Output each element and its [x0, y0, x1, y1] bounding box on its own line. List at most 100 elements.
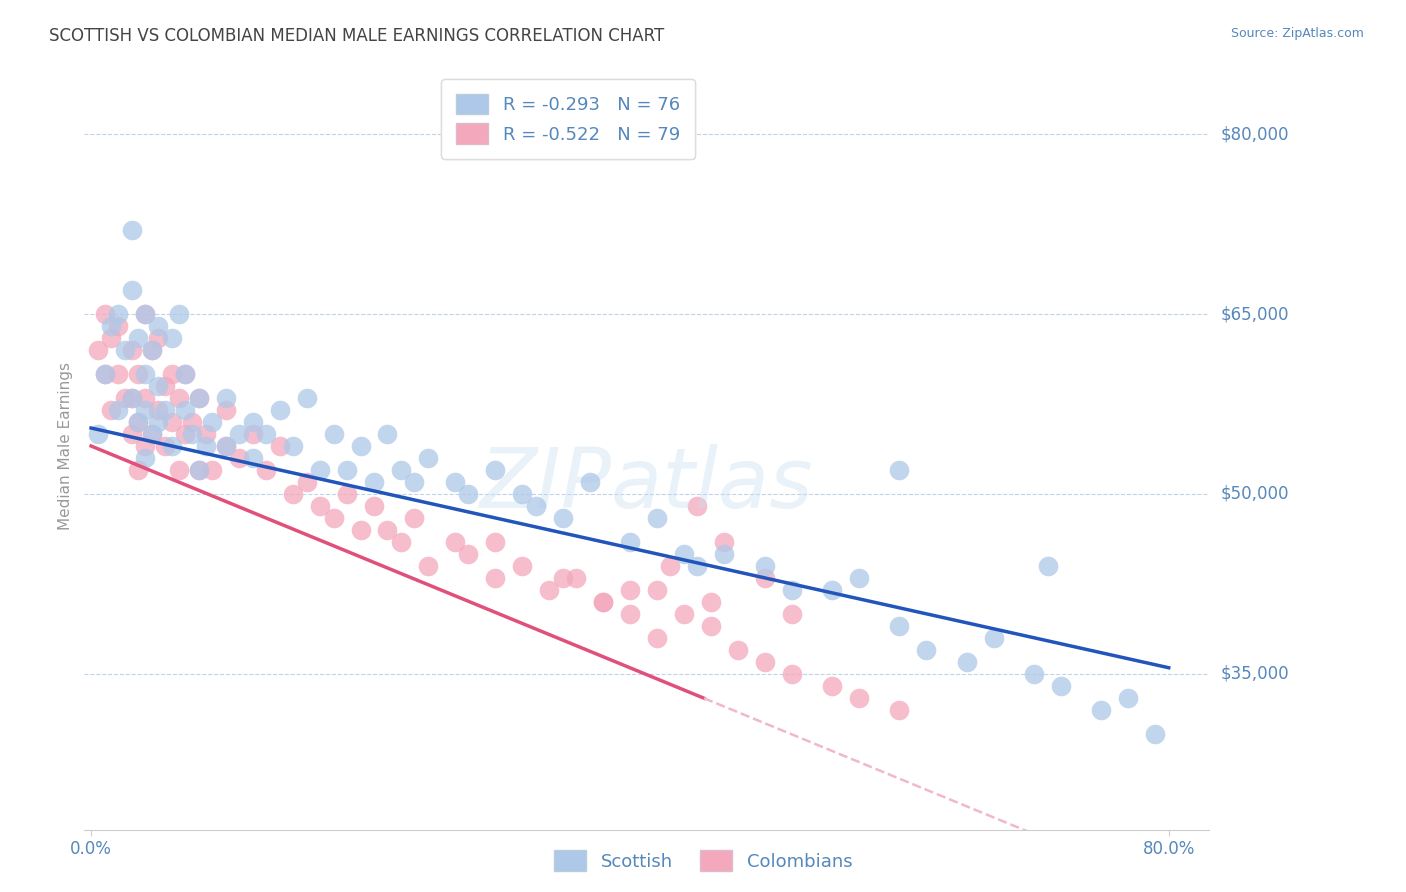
Point — [713, 547, 735, 561]
Point — [153, 379, 176, 393]
Point — [187, 391, 209, 405]
Point — [821, 679, 844, 693]
Point — [269, 403, 291, 417]
Point — [121, 427, 143, 442]
Point — [215, 391, 238, 405]
Point — [254, 427, 277, 442]
Point — [167, 463, 190, 477]
Point — [484, 463, 506, 477]
Point — [336, 463, 359, 477]
Point — [181, 415, 204, 429]
Point — [889, 619, 911, 633]
Text: $65,000: $65,000 — [1220, 305, 1289, 323]
Point — [134, 439, 156, 453]
Point — [1036, 558, 1059, 573]
Point — [153, 439, 176, 453]
Point — [295, 391, 318, 405]
Point — [148, 331, 170, 345]
Point — [160, 415, 183, 429]
Text: $80,000: $80,000 — [1220, 126, 1289, 144]
Point — [134, 403, 156, 417]
Point — [754, 558, 776, 573]
Point — [127, 415, 149, 429]
Point — [141, 427, 163, 442]
Point — [174, 427, 197, 442]
Point — [148, 319, 170, 334]
Point — [592, 595, 614, 609]
Point — [915, 642, 938, 657]
Point — [187, 391, 209, 405]
Point — [134, 367, 156, 381]
Point — [754, 571, 776, 585]
Point — [619, 535, 641, 549]
Point — [700, 595, 723, 609]
Point — [389, 463, 412, 477]
Point — [551, 571, 574, 585]
Point — [107, 319, 129, 334]
Point — [780, 582, 803, 597]
Point — [578, 475, 600, 489]
Point — [1050, 679, 1073, 693]
Point — [780, 607, 803, 621]
Point — [377, 427, 399, 442]
Point — [242, 427, 264, 442]
Point — [336, 487, 359, 501]
Point — [174, 403, 197, 417]
Point — [100, 403, 122, 417]
Point — [848, 571, 870, 585]
Point — [148, 415, 170, 429]
Point — [93, 307, 115, 321]
Point — [443, 475, 465, 489]
Point — [215, 403, 238, 417]
Point — [404, 475, 426, 489]
Point — [93, 367, 115, 381]
Point — [377, 523, 399, 537]
Point — [194, 439, 217, 453]
Point — [309, 499, 332, 513]
Point — [134, 307, 156, 321]
Point — [242, 415, 264, 429]
Point — [121, 391, 143, 405]
Point — [107, 367, 129, 381]
Point — [127, 463, 149, 477]
Legend: Scottish, Colombians: Scottish, Colombians — [547, 843, 859, 879]
Point — [363, 499, 385, 513]
Point — [592, 595, 614, 609]
Point — [848, 690, 870, 705]
Point — [443, 535, 465, 549]
Text: $35,000: $35,000 — [1220, 665, 1289, 682]
Point — [100, 331, 122, 345]
Text: $50,000: $50,000 — [1220, 485, 1289, 503]
Point — [134, 450, 156, 465]
Point — [524, 499, 547, 513]
Point — [389, 535, 412, 549]
Point — [457, 487, 479, 501]
Point — [754, 655, 776, 669]
Point — [87, 343, 110, 357]
Point — [187, 463, 209, 477]
Point — [127, 367, 149, 381]
Point — [672, 607, 695, 621]
Point — [181, 427, 204, 442]
Point — [645, 631, 668, 645]
Point — [201, 415, 224, 429]
Point — [1144, 726, 1167, 740]
Point — [672, 547, 695, 561]
Point — [87, 427, 110, 442]
Point — [215, 439, 238, 453]
Y-axis label: Median Male Earnings: Median Male Earnings — [58, 362, 73, 530]
Point — [114, 343, 136, 357]
Point — [121, 223, 143, 237]
Point — [160, 331, 183, 345]
Point — [134, 307, 156, 321]
Point — [727, 642, 749, 657]
Point — [538, 582, 561, 597]
Point — [228, 450, 250, 465]
Point — [510, 558, 533, 573]
Point — [141, 343, 163, 357]
Point — [404, 511, 426, 525]
Text: Source: ZipAtlas.com: Source: ZipAtlas.com — [1230, 27, 1364, 40]
Point — [121, 391, 143, 405]
Point — [1090, 703, 1112, 717]
Point — [148, 403, 170, 417]
